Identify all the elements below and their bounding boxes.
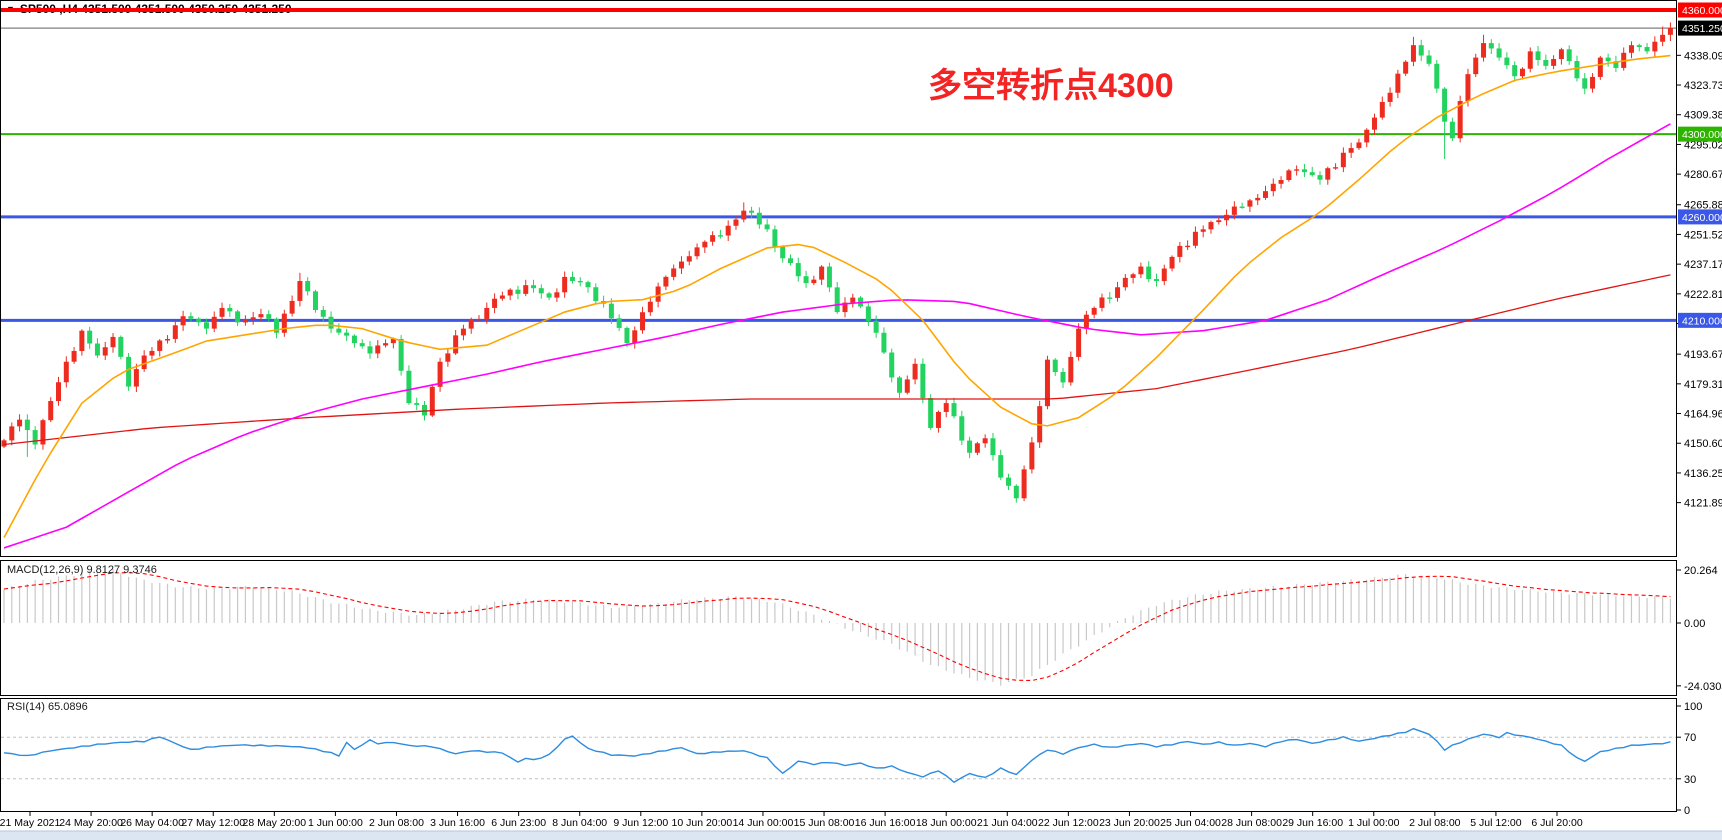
svg-text:4295.025: 4295.025 [1684,139,1722,151]
svg-text:4251.525: 4251.525 [1684,229,1722,241]
rsi-indicator-label: RSI(14) 65.0896 [7,701,88,713]
svg-text:4164.960: 4164.960 [1684,409,1722,421]
svg-text:8 Jun 04:00: 8 Jun 04:00 [552,817,607,829]
svg-text:18 Jun 00:00: 18 Jun 00:00 [916,817,977,829]
svg-text:9 Jun 12:00: 9 Jun 12:00 [613,817,668,829]
candles-group [1,22,1673,503]
svg-text:70: 70 [1684,732,1696,744]
svg-text:0.00: 0.00 [1684,618,1705,630]
price-badges: 4360.000 4300.000 4260.000 4210.000 4351.250 [1678,2,1722,328]
svg-text:29 Jun 16:00: 29 Jun 16:00 [1282,817,1343,829]
svg-text:4280.670: 4280.670 [1684,169,1722,181]
svg-text:4121.895: 4121.895 [1684,498,1722,510]
svg-text:28 Jun 08:00: 28 Jun 08:00 [1221,817,1282,829]
svg-text:4136.250: 4136.250 [1684,468,1722,480]
svg-text:4360.000: 4360.000 [1682,5,1722,17]
svg-text:4351.250: 4351.250 [1682,23,1722,35]
svg-text:26 May 04:00: 26 May 04:00 [120,817,184,829]
svg-text:22 Jun 12:00: 22 Jun 12:00 [1038,817,1099,829]
svg-text:6 Jun 23:00: 6 Jun 23:00 [491,817,546,829]
macd-signal-line [3,572,1671,682]
macd-indicator-label: MACD(12,26,9) 9.8127 9.3746 [7,564,157,576]
rsi-line [3,727,1671,784]
svg-text:5 Jul 12:00: 5 Jul 12:00 [1470,817,1522,829]
ma-fast-orange-line [3,54,1671,538]
rsi-axis: 100 70 30 0 [1677,701,1702,817]
svg-text:4265.880: 4265.880 [1684,200,1722,212]
svg-text:4210.000: 4210.000 [1682,315,1722,327]
svg-text:4338.090: 4338.090 [1684,50,1722,62]
panel-borders [0,0,1677,812]
svg-text:20.264: 20.264 [1684,565,1718,577]
svg-text:4300.000: 4300.000 [1682,129,1722,141]
svg-text:6 Jul 20:00: 6 Jul 20:00 [1531,817,1583,829]
status-strip [0,830,1722,840]
svg-text:27 May 12:00: 27 May 12:00 [181,817,245,829]
svg-text:23 Jun 20:00: 23 Jun 20:00 [1099,817,1160,829]
svg-text:24 May 20:00: 24 May 20:00 [59,817,123,829]
svg-text:21 Jun 04:00: 21 Jun 04:00 [977,817,1038,829]
svg-text:1 Jun 00:00: 1 Jun 00:00 [308,817,363,829]
svg-text:2 Jul 08:00: 2 Jul 08:00 [1409,817,1461,829]
svg-text:30: 30 [1684,774,1696,786]
ma-mid-magenta-line [3,123,1671,549]
svg-text:21 May 2021: 21 May 2021 [0,817,61,829]
svg-text:3 Jun 16:00: 3 Jun 16:00 [430,817,485,829]
svg-text:4179.315: 4179.315 [1684,379,1722,391]
svg-text:14 Jun 00:00: 14 Jun 00:00 [733,817,794,829]
svg-text:4260.000: 4260.000 [1682,212,1722,224]
macd-histogram [3,568,1672,686]
svg-text:1 Jul 00:00: 1 Jul 00:00 [1348,817,1400,829]
macd-axis: 20.264 0.00 -24.0303 [1677,565,1722,693]
price-axis: 4338.090 4323.735 4309.380 4295.025 4280.670… [1677,50,1722,510]
svg-text:4323.735: 4323.735 [1684,80,1722,92]
svg-text:-24.0303: -24.0303 [1684,681,1722,693]
svg-text:10 Jun 20:00: 10 Jun 20:00 [672,817,733,829]
svg-text:25 Jun 04:00: 25 Jun 04:00 [1160,817,1221,829]
svg-text:4237.170: 4237.170 [1684,259,1722,271]
svg-text:4150.605: 4150.605 [1684,438,1722,450]
svg-text:16 Jun 16:00: 16 Jun 16:00 [855,817,916,829]
svg-text:4193.670: 4193.670 [1684,349,1722,361]
svg-text:4309.380: 4309.380 [1684,110,1722,122]
ma-slow-red-line [3,274,1671,446]
svg-text:15 Jun 08:00: 15 Jun 08:00 [794,817,855,829]
svg-text:28 May 20:00: 28 May 20:00 [242,817,306,829]
svg-text:100: 100 [1684,701,1702,713]
svg-text:0: 0 [1684,805,1690,817]
annotation-text[interactable]: 多空转折点4300 [928,67,1174,105]
svg-text:4222.815: 4222.815 [1684,289,1722,301]
svg-text:2 Jun 08:00: 2 Jun 08:00 [369,817,424,829]
